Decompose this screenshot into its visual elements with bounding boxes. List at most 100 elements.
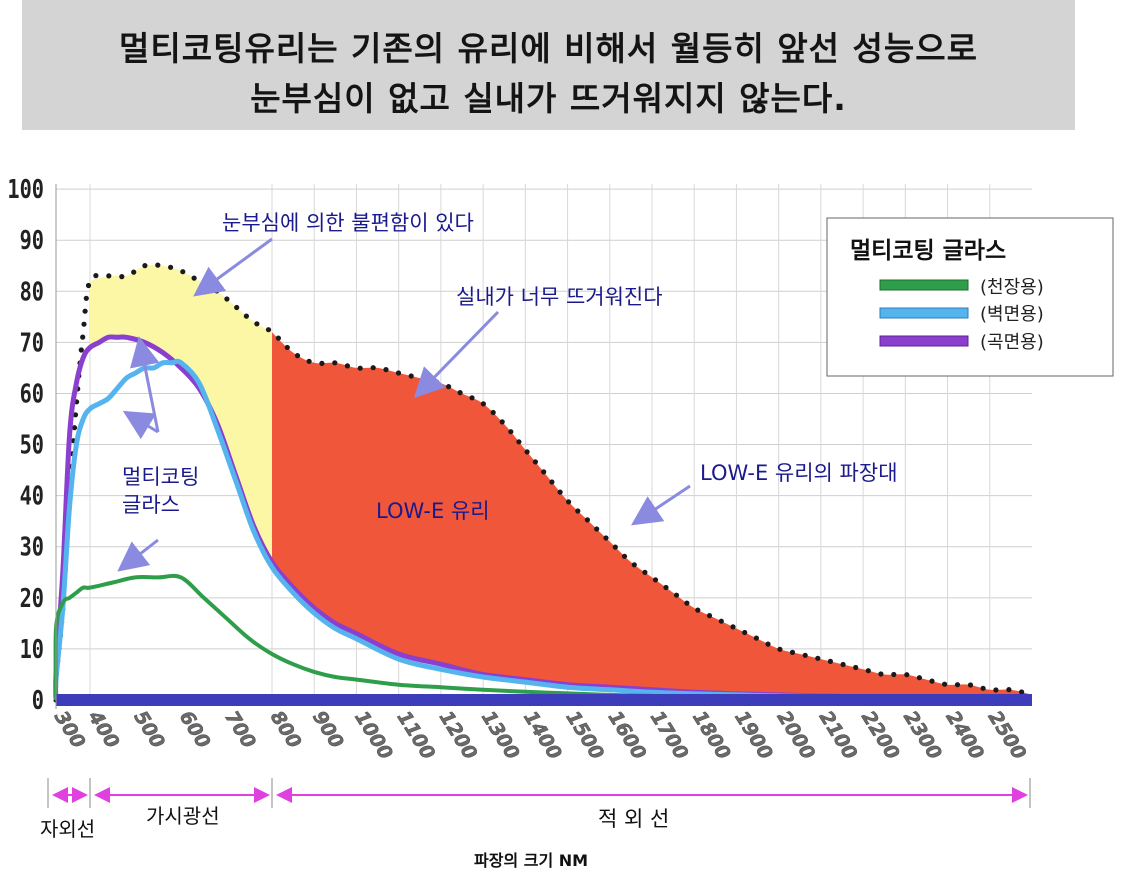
legend-box xyxy=(826,217,1114,377)
banner-line-1: 멀티코팅유리는 기존의 유리에 비해서 월등히 앞선 성능으로 xyxy=(119,29,978,68)
x-tick-label: 1600 xyxy=(604,707,651,764)
lowe-dot xyxy=(508,429,514,435)
lowe-dot xyxy=(891,671,897,678)
lowe-dot xyxy=(357,365,363,371)
lowe-dot xyxy=(155,262,161,268)
lowe-dot xyxy=(878,671,884,677)
lowe-dot xyxy=(594,526,600,532)
lowe-dot xyxy=(72,412,79,418)
x-tick-label: 2200 xyxy=(857,707,904,764)
lowe-dot xyxy=(612,544,618,550)
lowe-dot xyxy=(421,376,427,382)
lowe-dot xyxy=(1006,687,1012,693)
region-indicators: 자외선 가시광선 적 외 선 xyxy=(40,778,1031,841)
y-tick-label: 40 xyxy=(20,481,44,511)
legend-label-wall: (벽면용) xyxy=(980,304,1044,325)
lowe-dot xyxy=(224,296,230,302)
lowe-dot xyxy=(243,313,249,319)
lowe-dot xyxy=(370,365,376,371)
region-label-uv: 자외선 xyxy=(40,817,95,841)
y-tick-label: 90 xyxy=(20,226,44,256)
x-tick-label: 1400 xyxy=(519,707,566,764)
lowe-dot xyxy=(469,395,475,401)
lowe-dot xyxy=(344,363,350,369)
x-tick-label: 900 xyxy=(308,707,348,752)
lowe-dot xyxy=(631,562,637,568)
header-banner: 멀티코팅유리는 기존의 유리에 비해서 월등히 앞선 성능으로 눈부심이 없고 … xyxy=(22,0,1075,130)
lowe-dot xyxy=(840,661,846,668)
lowe-dot xyxy=(532,459,539,465)
lowe-dot xyxy=(652,577,659,583)
lowe-dot xyxy=(81,321,87,327)
lowe-dot xyxy=(575,508,581,514)
lowe-dot xyxy=(853,664,859,671)
lowe-dot xyxy=(433,379,440,385)
legend-swatch-ceiling xyxy=(879,279,969,291)
lowe-dot xyxy=(306,358,312,364)
lowe-dot xyxy=(695,607,701,613)
lowe-dot xyxy=(815,655,821,661)
banner-line-2: 눈부심이 없고 실내가 뜨거워지지 않는다. xyxy=(250,79,847,118)
lowe-dot xyxy=(684,600,690,606)
x-tick-label: 700 xyxy=(220,707,260,752)
lowe-dot xyxy=(827,658,834,665)
lowe-dot xyxy=(980,685,986,691)
lowe-dot xyxy=(789,649,796,656)
lowe-dot xyxy=(802,652,808,658)
y-tick-label: 70 xyxy=(20,328,44,358)
lowe-dot xyxy=(642,569,648,576)
annotation-lowe: LOW-E 유리 xyxy=(376,499,490,523)
lowe-dot xyxy=(131,269,137,275)
y-axis-ticks: 0 10 20 30 40 50 60 70 80 90 100 xyxy=(7,175,44,716)
x-tick-label: 1200 xyxy=(435,707,482,764)
y-tick-label: 10 xyxy=(20,634,44,664)
lowe-dot xyxy=(954,682,961,688)
lowe-dot xyxy=(1019,689,1025,695)
legend: 멀티코팅 글라스 (천장용) (벽면용) (곡면용) xyxy=(826,217,1114,377)
annotation-multicoat-2: 글라스 xyxy=(122,493,180,517)
annotation-lowe-band: LOW-E 유리의 파장대 xyxy=(700,461,898,485)
lowe-dot xyxy=(383,367,389,373)
region-label-ir: 적 외 선 xyxy=(598,807,669,831)
lowe-dot xyxy=(993,687,999,693)
lowe-dot xyxy=(929,678,935,684)
lowe-dot xyxy=(730,624,736,630)
lowe-dot xyxy=(319,360,325,366)
lowe-dot xyxy=(395,370,402,376)
legend-title: 멀티코팅 글라스 xyxy=(850,238,1006,264)
arrow-glare xyxy=(193,237,273,297)
lowe-dot xyxy=(265,327,272,333)
lowe-dot xyxy=(777,646,783,652)
lowe-dot xyxy=(603,535,609,541)
lowe-dot xyxy=(180,269,186,275)
lowe-dot xyxy=(191,275,197,281)
y-tick-label: 50 xyxy=(20,430,44,460)
legend-swatch-wall xyxy=(879,307,969,319)
lowe-glass-region xyxy=(272,332,1032,699)
lowe-dot xyxy=(566,499,572,505)
y-tick-label: 30 xyxy=(20,532,44,562)
lowe-dot xyxy=(85,282,92,289)
lowe-dot xyxy=(142,263,148,269)
lowe-dot xyxy=(83,295,89,301)
lowe-dot xyxy=(663,584,669,591)
x-tick-label: 500 xyxy=(129,707,169,752)
legend-swatch-curved xyxy=(879,335,969,347)
lowe-dot xyxy=(742,629,748,636)
lowe-dot xyxy=(765,641,771,647)
lowe-dot xyxy=(82,308,88,314)
lowe-dot xyxy=(865,668,871,674)
lowe-dot xyxy=(753,635,760,641)
x-tick-label: 1100 xyxy=(392,707,439,764)
lowe-dot xyxy=(214,288,220,294)
baseline-bar xyxy=(56,694,1032,706)
lowe-dot xyxy=(480,401,486,407)
lowe-dot xyxy=(557,489,563,495)
lowe-dot xyxy=(275,335,281,341)
lowe-dot xyxy=(673,592,680,598)
lowe-dot xyxy=(71,425,78,431)
y-tick-label: 60 xyxy=(20,379,44,409)
x-tick-label: 1800 xyxy=(688,707,735,764)
lowe-dot xyxy=(408,373,414,379)
